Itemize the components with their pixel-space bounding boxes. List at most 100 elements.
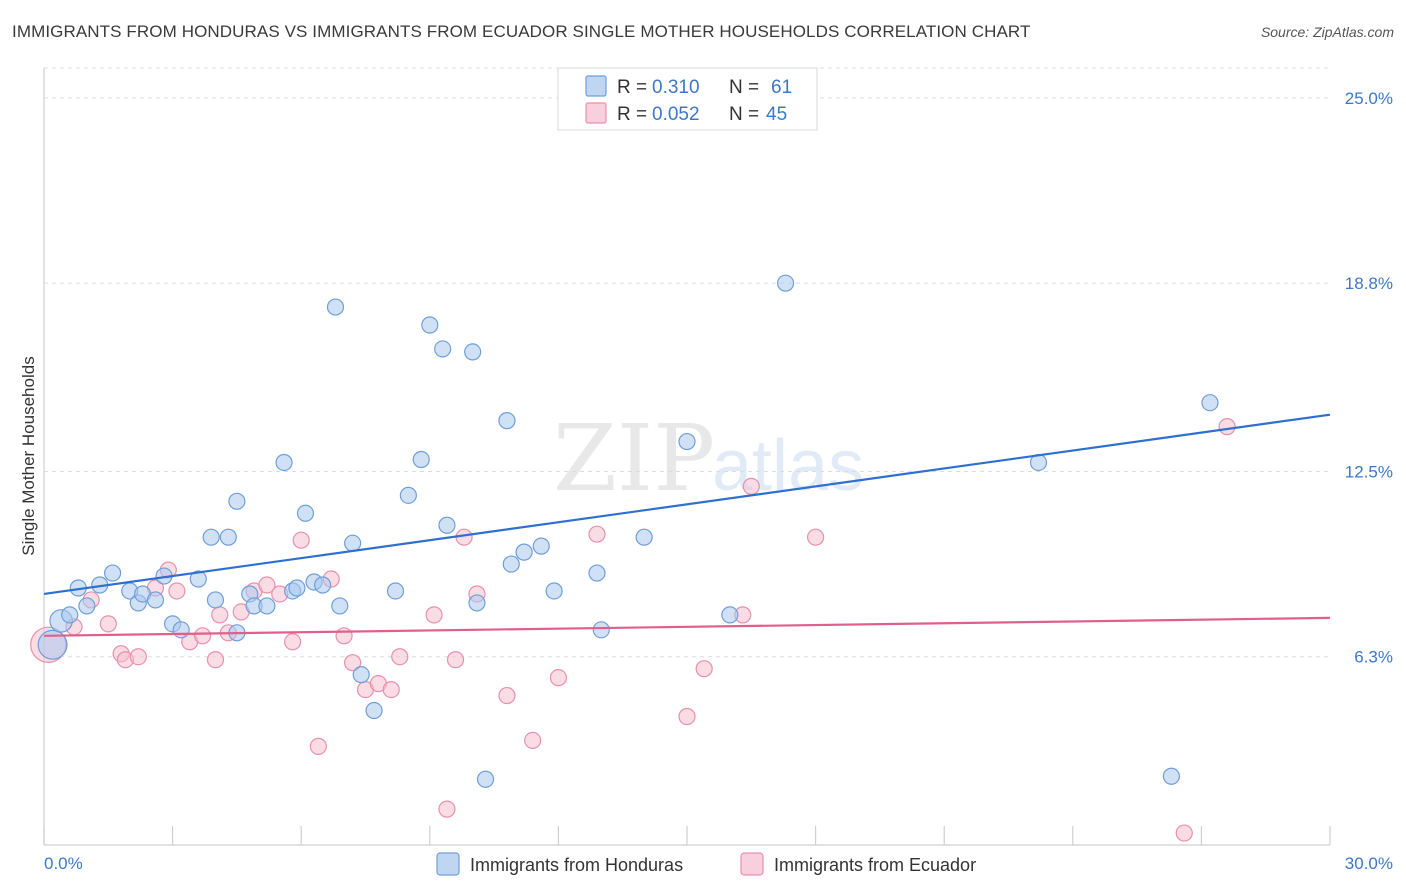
- y-tick-label: 25.0%: [1345, 89, 1393, 108]
- ecuador-point: [206, 651, 225, 669]
- watermark-zip: ZIP: [553, 405, 715, 512]
- ecuador-point: [806, 528, 825, 546]
- ecuador-point: [344, 654, 362, 672]
- honduras-point: [476, 770, 495, 788]
- legend-r-label-honduras: R =: [617, 77, 647, 98]
- honduras-point: [78, 597, 96, 615]
- honduras-point: [515, 543, 533, 561]
- legend-n-value-ecuador: 45: [766, 104, 787, 125]
- honduras-point: [326, 298, 345, 316]
- legend-r-value-ecuador: 0.052: [652, 104, 700, 125]
- chart-title: IMMIGRANTS FROM HONDURAS VS IMMIGRANTS F…: [12, 22, 1031, 41]
- ecuador-point: [678, 707, 696, 726]
- bottom-legend-swatch-honduras: [436, 852, 460, 876]
- honduras-point: [532, 537, 550, 555]
- honduras-point: [434, 340, 452, 358]
- ecuador-point: [446, 651, 465, 669]
- honduras-point: [464, 343, 482, 361]
- ecuador-point: [425, 606, 443, 624]
- ecuador-point: [168, 582, 186, 600]
- honduras-point: [1201, 394, 1219, 412]
- ecuador-point: [211, 606, 229, 624]
- honduras-point: [545, 582, 563, 600]
- ecuador-point: [194, 627, 212, 645]
- series-legend: Immigrants from Honduras Immigrants from…: [436, 852, 976, 876]
- honduras-point: [502, 555, 520, 573]
- honduras-point: [61, 606, 79, 624]
- ecuador-point: [588, 525, 606, 543]
- ecuador-point: [99, 615, 117, 633]
- honduras-point: [438, 516, 456, 534]
- watermark: ZIP atlas: [553, 405, 864, 512]
- honduras-trendline: [43, 413, 1331, 596]
- ecuador-point: [258, 576, 276, 594]
- ecuador-point: [292, 531, 310, 549]
- legend-swatch-ecuador: [585, 102, 607, 124]
- honduras-point: [635, 528, 653, 546]
- ecuador-point: [524, 731, 542, 750]
- honduras-point: [1162, 767, 1180, 785]
- ecuador-point: [129, 648, 147, 666]
- honduras-point: [219, 528, 237, 546]
- y-tick-labels: 6.3% 12.5% 18.8% 25.0%: [1345, 89, 1393, 667]
- ecuador-point: [742, 477, 760, 495]
- honduras-point: [468, 594, 486, 612]
- honduras-point: [314, 576, 332, 594]
- honduras-point: [258, 597, 276, 615]
- series-honduras-points: [37, 274, 1219, 788]
- bottom-legend-swatch-ecuador: [740, 852, 764, 876]
- legend-r-value-honduras: 0.310: [652, 77, 700, 98]
- honduras-point: [206, 591, 225, 609]
- y-tick-label: 12.5%: [1345, 462, 1393, 481]
- y-tick-label: 6.3%: [1354, 648, 1393, 667]
- honduras-point: [288, 579, 306, 597]
- x-ticks: [43, 826, 1331, 845]
- ecuador-point: [382, 680, 400, 699]
- legend-swatch-honduras: [585, 75, 607, 97]
- y-tick-label: 18.8%: [1345, 274, 1393, 293]
- honduras-point: [412, 450, 430, 469]
- honduras-point: [588, 564, 606, 582]
- honduras-point: [365, 701, 383, 720]
- bottom-legend-label-ecuador: Immigrants from Ecuador: [774, 855, 976, 875]
- legend-r-label-ecuador: R =: [617, 104, 647, 125]
- honduras-point: [275, 453, 293, 472]
- correlation-legend: R = 0.310 N = 61 R = 0.052 N = 45: [557, 67, 818, 131]
- honduras-point: [721, 606, 739, 624]
- honduras-point: [228, 492, 246, 510]
- x-tick-label-min: 0.0%: [44, 854, 83, 873]
- gridlines: [44, 67, 1330, 658]
- ecuador-point: [438, 800, 456, 818]
- honduras-point: [146, 591, 165, 609]
- honduras-point: [399, 486, 417, 504]
- y-axis-label: Single Mother Households: [19, 356, 38, 555]
- ecuador-point: [391, 648, 409, 666]
- ecuador-point: [1218, 418, 1236, 436]
- x-tick-label-max: 30.0%: [1345, 854, 1393, 873]
- honduras-point: [172, 621, 190, 639]
- trendlines: [43, 413, 1331, 637]
- ecuador-trendline: [43, 616, 1331, 637]
- honduras-point: [498, 412, 516, 430]
- source-label: Source: ZipAtlas.com: [1260, 24, 1394, 40]
- ecuador-point: [498, 686, 516, 705]
- honduras-point: [678, 432, 696, 451]
- ecuador-point: [284, 633, 302, 651]
- watermark-atlas: atlas: [712, 426, 864, 506]
- honduras-point: [352, 666, 370, 684]
- legend-n-label-ecuador: N =: [729, 104, 759, 125]
- ecuador-point: [695, 660, 713, 678]
- honduras-point: [344, 534, 362, 552]
- bottom-legend-label-honduras: Immigrants from Honduras: [470, 855, 683, 875]
- honduras-point: [296, 504, 315, 522]
- honduras-point: [421, 316, 439, 334]
- ecuador-point: [1175, 824, 1193, 842]
- honduras-point: [189, 570, 207, 588]
- honduras-point: [592, 621, 610, 639]
- honduras-point: [37, 629, 68, 660]
- honduras-point: [386, 582, 405, 600]
- legend-n-value-honduras: 61: [771, 77, 792, 98]
- honduras-point: [776, 274, 795, 292]
- honduras-point: [331, 597, 349, 615]
